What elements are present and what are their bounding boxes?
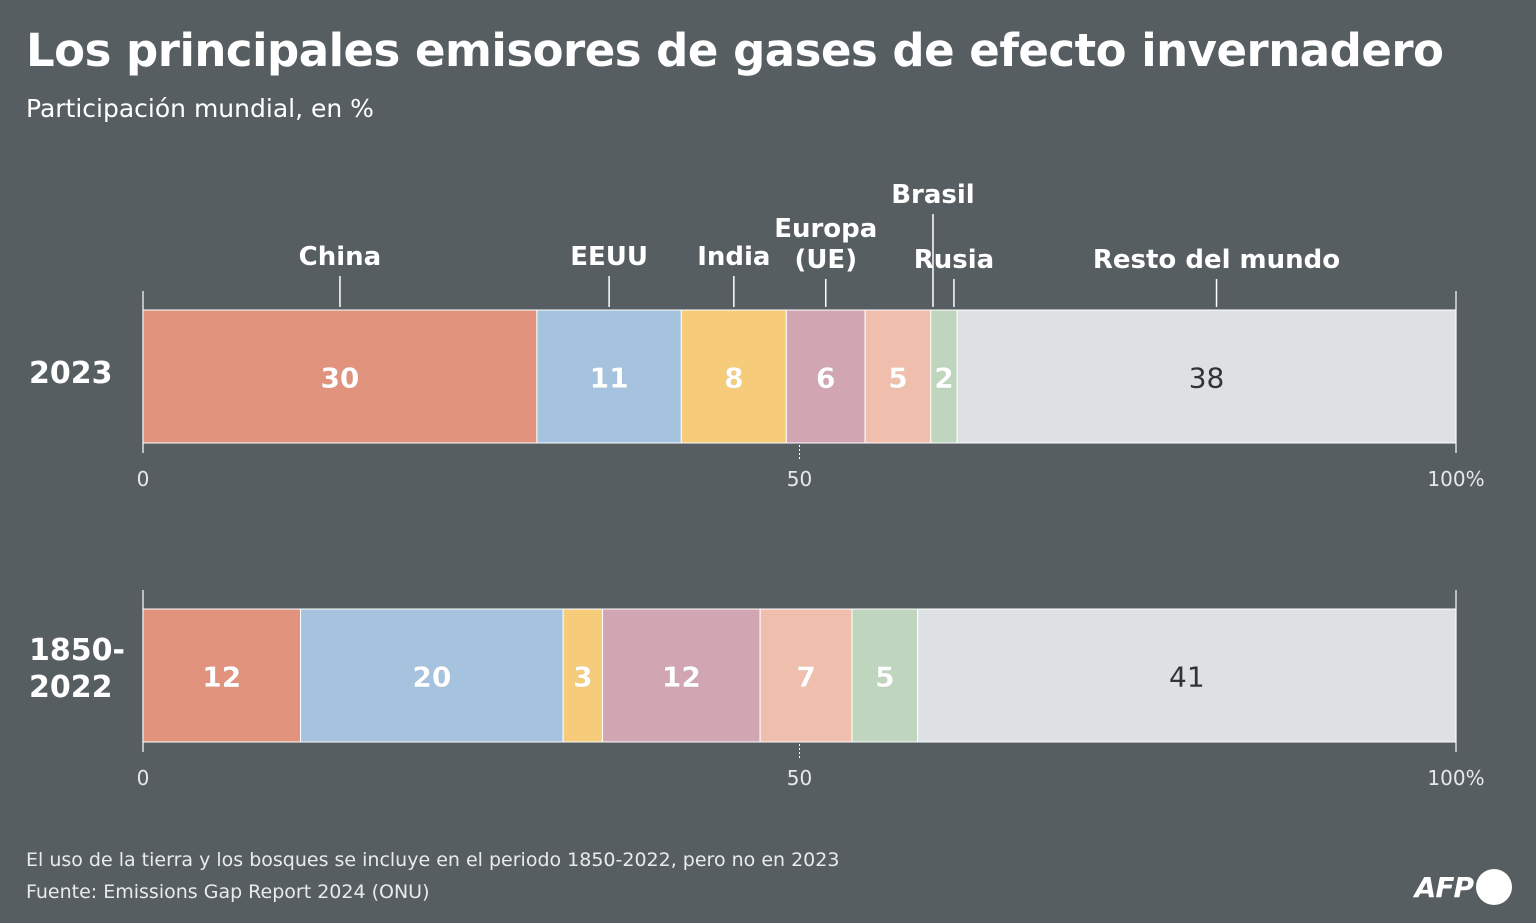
chart-title: Los principales emisores de gases de efe…	[26, 24, 1444, 77]
bar-segment	[142, 608, 302, 743]
afp-logo-circle	[1476, 869, 1512, 905]
data-label: 30	[320, 362, 359, 395]
bar-segment	[680, 309, 787, 444]
data-label: 12	[662, 661, 701, 694]
data-label: 38	[1189, 362, 1225, 395]
tick-label: 50	[787, 467, 812, 491]
data-label: 5	[875, 661, 894, 694]
row-label: 2022	[29, 670, 113, 705]
category-label: Rusia	[914, 245, 994, 275]
data-label: 12	[202, 661, 241, 694]
bar-segment	[142, 309, 538, 444]
category-label: Europa	[774, 214, 877, 244]
tick-label: 0	[137, 766, 150, 790]
afp-logo-text: AFP	[1414, 870, 1474, 904]
footnote: El uso de la tierra y los bosques se inc…	[26, 849, 840, 871]
tick-label: 100%	[1427, 766, 1484, 790]
data-label: 11	[590, 362, 629, 395]
bar-segment	[300, 608, 564, 743]
data-label: 8	[724, 362, 743, 395]
bar-segment	[602, 608, 761, 743]
bar-segment	[930, 309, 958, 444]
category-label: EEUU	[570, 242, 648, 272]
afp-logo: AFP	[1415, 869, 1512, 905]
data-label: 2	[934, 362, 953, 395]
category-label: China	[299, 242, 382, 272]
row-label: 1850-	[29, 633, 125, 668]
data-label: 6	[816, 362, 835, 395]
source-note: Fuente: Emissions Gap Report 2024 (ONU)	[26, 881, 430, 903]
tick-label: 50	[787, 766, 812, 790]
bar-segment	[917, 608, 1457, 743]
row-label: 2023	[29, 356, 113, 391]
tick-label: 100%	[1427, 467, 1484, 491]
bar-segment	[562, 608, 604, 743]
bar-segment	[956, 309, 1457, 444]
category-label: Resto del mundo	[1093, 245, 1340, 275]
data-label: 5	[888, 362, 907, 395]
tick-label: 0	[137, 467, 150, 491]
data-label: 7	[796, 661, 815, 694]
data-label: 20	[412, 661, 451, 694]
category-label: Brasil	[891, 180, 974, 210]
category-label: India	[697, 242, 770, 272]
data-label: 41	[1169, 661, 1205, 694]
chart-subtitle: Participación mundial, en %	[26, 94, 374, 123]
bar-segment	[759, 608, 853, 743]
bar-segment	[851, 608, 919, 743]
data-label: 3	[573, 661, 592, 694]
category-label: (UE)	[794, 245, 857, 275]
bar-segment	[536, 309, 682, 444]
